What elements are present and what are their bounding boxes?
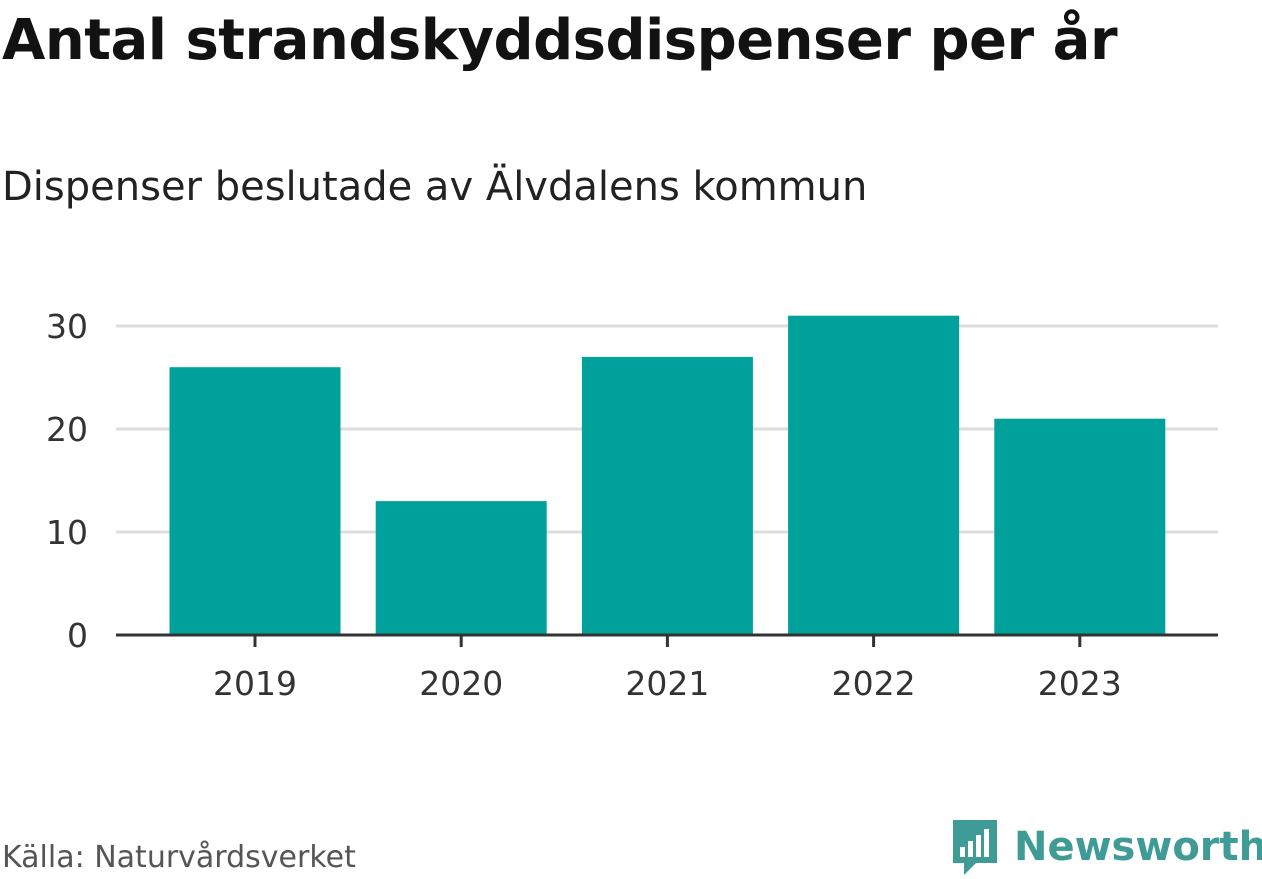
x-tick-label: 2022 bbox=[832, 664, 916, 703]
brand-logo: Newsworthy bbox=[950, 816, 1262, 878]
x-tick-label: 2020 bbox=[419, 664, 503, 703]
y-ticks: 0 10 20 30 bbox=[46, 307, 88, 655]
y-tick-label: 20 bbox=[46, 410, 88, 449]
bar-2021 bbox=[581, 356, 753, 635]
bar-2020 bbox=[375, 501, 547, 635]
x-ticks: 2019 2020 2021 2022 2023 bbox=[213, 635, 1122, 703]
chart-subtitle: Dispenser beslutade av Älvdalens kommun bbox=[2, 164, 868, 210]
bar-2019 bbox=[169, 367, 341, 635]
x-tick-label: 2021 bbox=[625, 664, 709, 703]
x-tick-label: 2019 bbox=[213, 664, 297, 703]
bar-2023 bbox=[994, 418, 1166, 635]
y-tick-label: 10 bbox=[46, 513, 88, 552]
y-tick-label: 30 bbox=[46, 307, 88, 346]
bars bbox=[169, 315, 1166, 635]
bar-2022 bbox=[788, 315, 960, 635]
chart-title: Antal strandskyddsdispenser per år bbox=[2, 8, 1118, 73]
y-tick-label: 0 bbox=[67, 616, 88, 655]
newsworthy-logo-icon bbox=[953, 820, 997, 875]
brand-name: Newsworthy bbox=[1014, 824, 1262, 870]
source-note: Källa: Naturvårdsverket bbox=[2, 840, 356, 875]
x-tick-label: 2023 bbox=[1038, 664, 1122, 703]
